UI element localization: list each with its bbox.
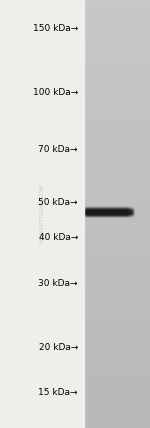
Text: 150 kDa→: 150 kDa→ bbox=[33, 24, 78, 33]
Text: 15 kDa→: 15 kDa→ bbox=[39, 388, 78, 397]
Text: 20 kDa→: 20 kDa→ bbox=[39, 343, 78, 352]
Text: 70 kDa→: 70 kDa→ bbox=[39, 145, 78, 154]
Text: WWW.PTGLAB.COM: WWW.PTGLAB.COM bbox=[39, 184, 45, 244]
Text: 100 kDa→: 100 kDa→ bbox=[33, 89, 78, 98]
Bar bbox=[0, 0, 84, 428]
Text: 30 kDa→: 30 kDa→ bbox=[39, 279, 78, 288]
Text: 50 kDa→: 50 kDa→ bbox=[39, 198, 78, 207]
Text: 40 kDa→: 40 kDa→ bbox=[39, 233, 78, 242]
